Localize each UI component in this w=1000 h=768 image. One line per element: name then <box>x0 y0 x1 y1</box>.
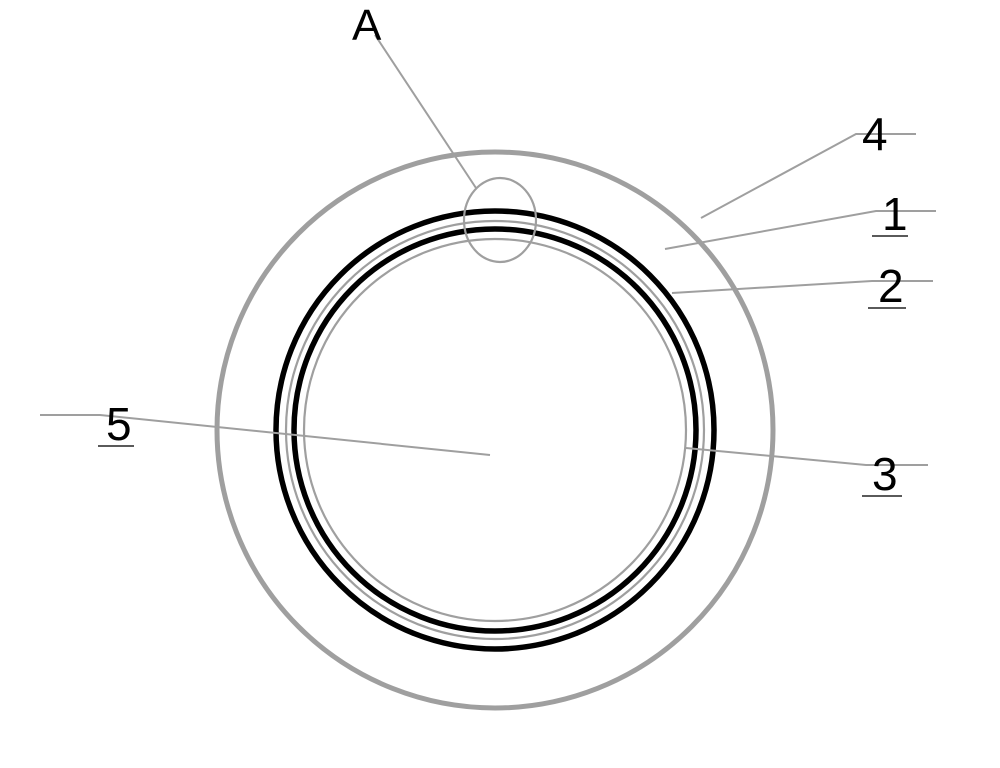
detail-callout-leader <box>375 35 476 188</box>
detail-callout-label: A <box>352 1 382 50</box>
label-2-text: 2 <box>878 260 904 312</box>
circle-ring1_outer <box>276 211 714 649</box>
label-3-text: 3 <box>872 448 898 500</box>
circle-outer <box>217 152 773 708</box>
label-5-text: 5 <box>106 398 132 450</box>
circle-ring1_inner <box>286 221 704 639</box>
circle-ring2_inner <box>304 239 686 621</box>
circle-ring2_outer <box>294 229 696 631</box>
label-4-text: 4 <box>862 108 888 160</box>
label-1-text: 1 <box>882 188 908 240</box>
